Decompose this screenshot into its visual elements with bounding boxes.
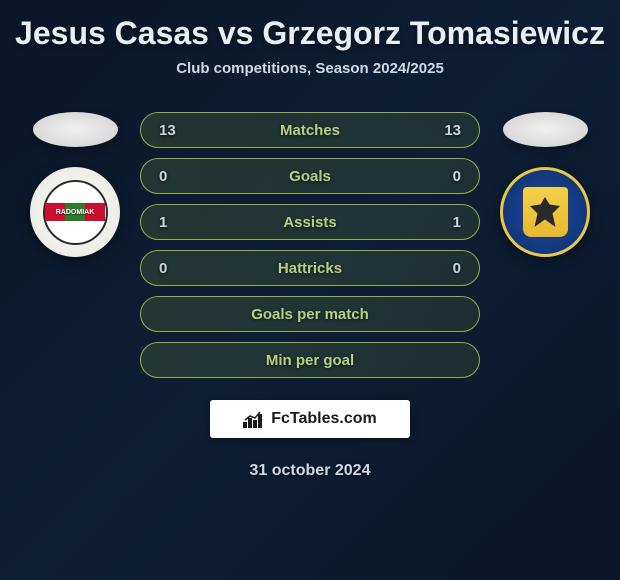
left-player-photo [33,112,118,147]
stat-row-matches: 13 Matches 13 [140,112,480,148]
right-player-photo [503,112,588,147]
stat-row-goals: 0 Goals 0 [140,158,480,194]
stat-label: Hattricks [278,260,342,277]
stat-row-goals-per-match: Goals per match [140,296,480,332]
stat-left-value: 0 [159,168,189,185]
right-side [495,112,595,257]
comparison-content: RADOMIAK 13 Matches 13 0 Goals 0 1 Assis… [0,112,620,480]
left-side: RADOMIAK [25,112,125,257]
left-badge-inner: RADOMIAK [43,180,108,245]
stat-label: Min per goal [266,352,354,369]
stat-row-assists: 1 Assists 1 [140,204,480,240]
stats-column: 13 Matches 13 0 Goals 0 1 Assists 1 0 Ha… [140,112,480,480]
stat-row-min-per-goal: Min per goal [140,342,480,378]
branding-badge[interactable]: FcTables.com [210,400,410,438]
stat-left-value: 13 [159,122,189,139]
stat-label: Matches [280,122,340,139]
right-badge-shield [523,187,568,237]
stat-label: Assists [283,214,336,231]
stat-right-value: 1 [431,214,461,231]
stat-left-value: 1 [159,214,189,231]
stat-label: Goals per match [251,306,369,323]
left-club-badge: RADOMIAK [30,167,120,257]
stat-label: Goals [289,168,331,185]
comparison-date: 31 october 2024 [140,462,480,480]
stat-right-value: 0 [431,260,461,277]
page-subtitle: Club competitions, Season 2024/2025 [0,60,620,77]
eagle-icon [530,197,560,227]
stat-left-value: 0 [159,260,189,277]
right-club-badge [500,167,590,257]
stat-right-value: 0 [431,168,461,185]
left-club-name: RADOMIAK [56,209,95,216]
page-title: Jesus Casas vs Grzegorz Tomasiewicz [0,0,620,60]
stat-right-value: 13 [431,122,461,139]
stat-row-hattricks: 0 Hattricks 0 [140,250,480,286]
branding-chart-icon [243,410,265,428]
branding-text: FcTables.com [271,410,377,428]
